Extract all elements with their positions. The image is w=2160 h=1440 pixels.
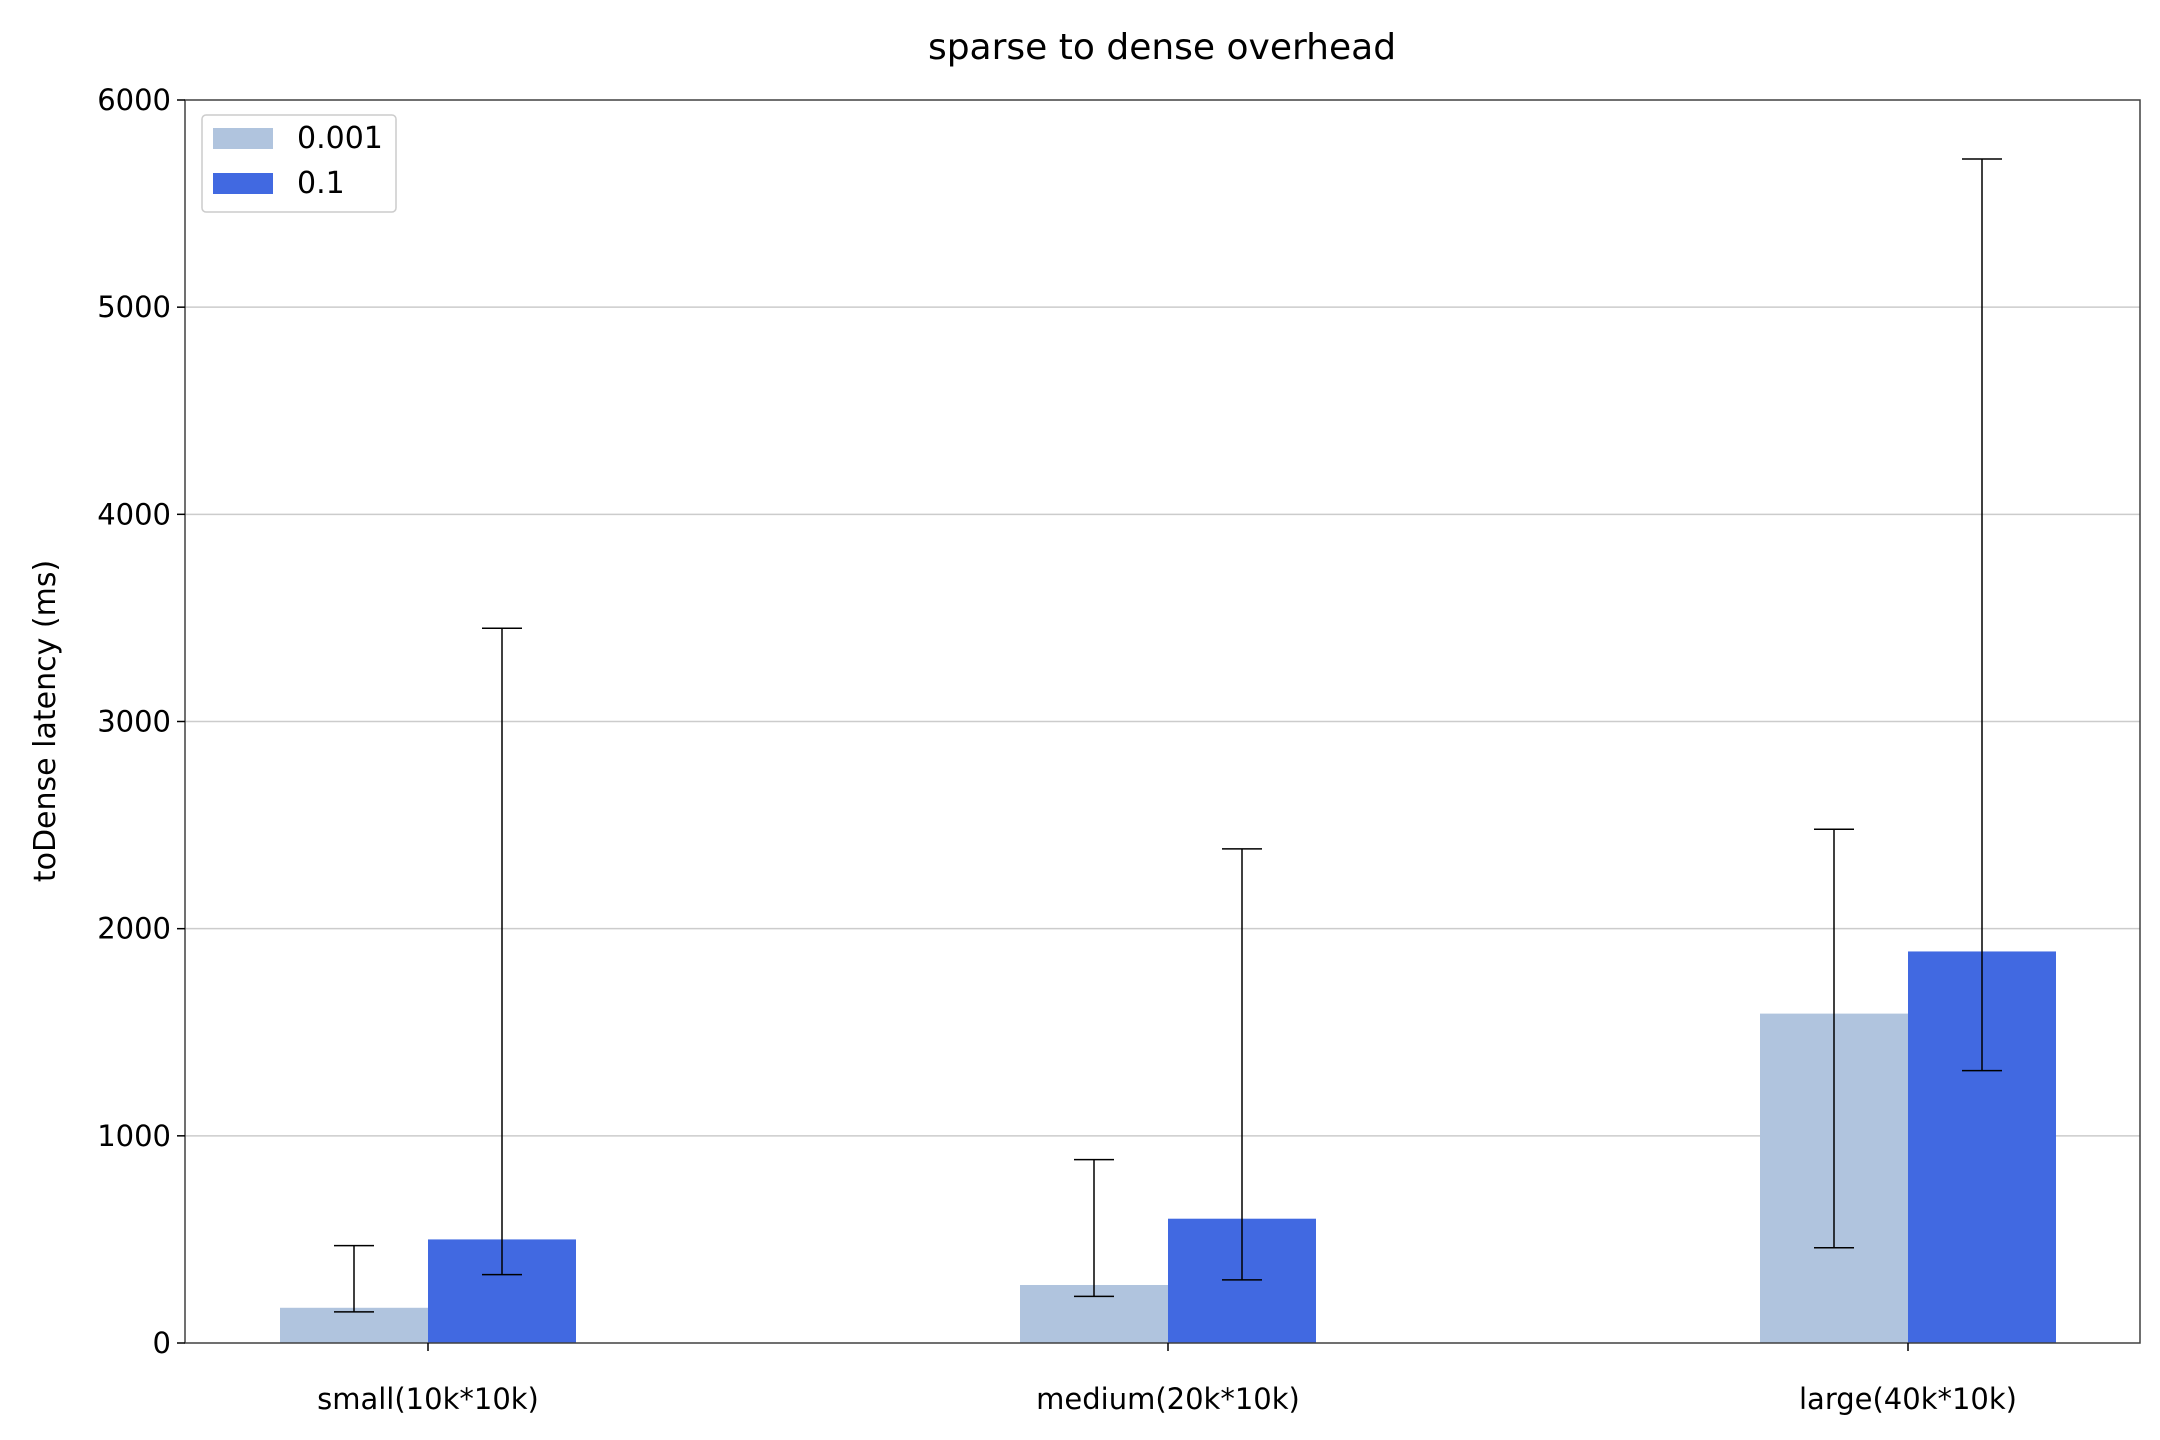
- y-tick-label: 6000: [97, 83, 171, 117]
- bars: [280, 951, 2056, 1343]
- error-bars: [334, 158, 2002, 1313]
- x-tick-label: small(10k*10k): [317, 1382, 539, 1416]
- legend-label-1: 0.001: [297, 121, 383, 156]
- y-tick-label: 0: [153, 1326, 171, 1360]
- x-ticks: small(10k*10k) medium(20k*10k) large(40k*1…: [317, 1343, 2017, 1416]
- y-tick-label: 5000: [97, 290, 171, 324]
- legend-swatch-1: [213, 128, 273, 149]
- legend-label-2: 0.1: [297, 166, 345, 201]
- y-ticks: 0 1000 2000 3000 4000 5000 6000: [97, 83, 185, 1360]
- y-tick-label: 4000: [97, 497, 171, 531]
- x-tick-label: medium(20k*10k): [1036, 1382, 1300, 1416]
- bar-series-1-0: [280, 1307, 428, 1343]
- legend: 0.001 0.1: [201, 114, 397, 213]
- y-tick-label: 3000: [97, 705, 171, 739]
- x-tick-label: large(40k*10k): [1799, 1382, 2017, 1416]
- y-tick-label: 1000: [97, 1119, 171, 1153]
- y-axis-label: toDense latency (ms): [28, 560, 63, 882]
- grid-lines: [185, 306, 2140, 1137]
- legend-swatch-2: [213, 173, 273, 194]
- y-tick-label: 2000: [97, 912, 171, 946]
- chart-title: sparse to dense overhead: [928, 27, 1396, 68]
